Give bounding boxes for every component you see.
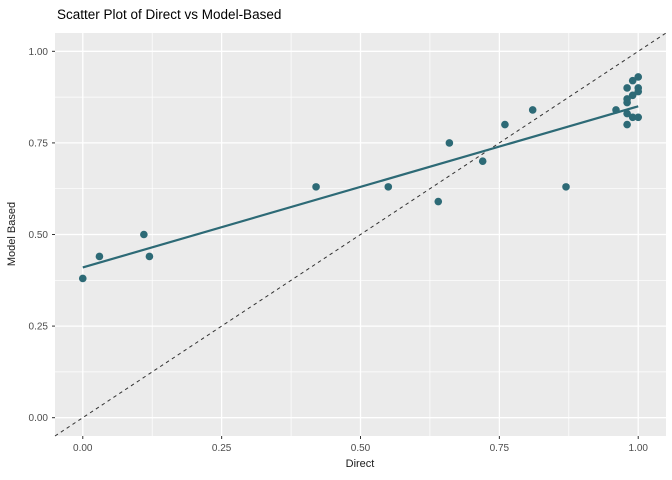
data-point [528, 106, 537, 114]
chart-title: Scatter Plot of Direct vs Model-Based [57, 7, 282, 22]
data-point [145, 252, 154, 261]
data-point [628, 76, 637, 85]
x-tick-label: 1.00 [628, 443, 648, 454]
data-point [78, 274, 87, 283]
data-point [384, 183, 393, 191]
data-point [312, 183, 320, 191]
y-tick-label: 0.25 [29, 322, 49, 333]
x-tick-label: 0.50 [351, 443, 371, 454]
data-point [501, 120, 509, 129]
data-point [445, 139, 454, 147]
data-point [628, 113, 637, 122]
data-point [634, 113, 643, 122]
y-tick-label: 0.75 [29, 138, 49, 149]
x-tick-label: 0.25 [212, 443, 232, 454]
data-point [612, 106, 620, 114]
y-tick-label: 1.00 [29, 47, 49, 58]
data-point [478, 157, 487, 166]
data-point [628, 91, 637, 100]
y-tick-label: 0.00 [29, 413, 49, 424]
data-point [634, 73, 643, 81]
data-point [623, 109, 631, 118]
data-point [562, 183, 570, 191]
trend-line [82, 105, 639, 269]
y-tick-label: 0.50 [29, 230, 49, 241]
x-axis-title: Direct [0, 458, 672, 470]
data-point [623, 120, 631, 129]
y-axis-title-text: Model Based [6, 201, 18, 267]
data-point [140, 230, 148, 239]
x-tick-label: 0.00 [73, 443, 93, 454]
identity-line [54, 32, 667, 437]
data-point [623, 95, 631, 103]
data-point [623, 84, 631, 92]
data-point [634, 84, 643, 92]
x-tick-label: 0.75 [490, 443, 510, 454]
data-point [95, 252, 104, 261]
x-axis-title-text: Direct [345, 458, 375, 470]
data-point [434, 197, 443, 206]
